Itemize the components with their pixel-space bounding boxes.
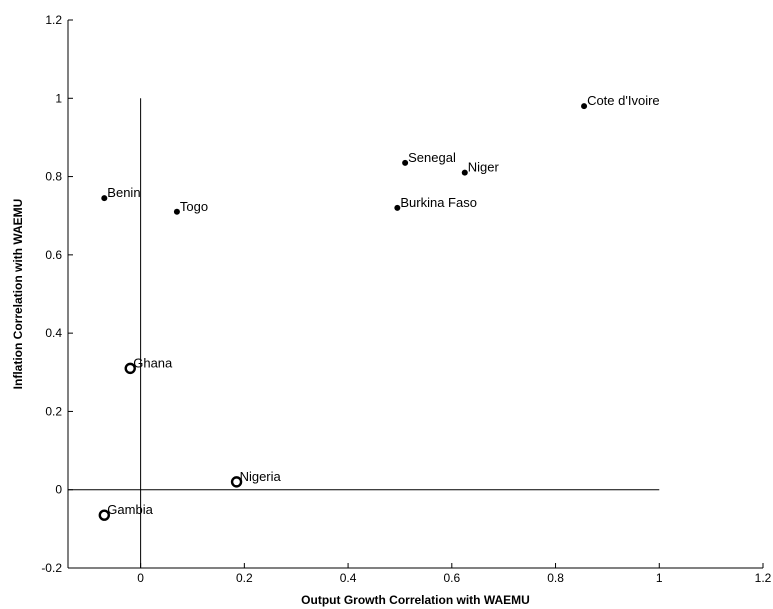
filled-dot-point: [402, 159, 409, 166]
y-tick-label: 0.6: [45, 248, 62, 262]
y-axis-title: Inflation Correlation with WAEMU: [11, 199, 25, 390]
y-tick-label: 1.2: [45, 13, 62, 27]
y-tick-label: 0.8: [45, 170, 62, 184]
open-circle-point: [124, 362, 136, 375]
point-label: Nigeria: [240, 469, 282, 484]
x-tick-label: 0.6: [443, 571, 460, 585]
filled-dot-point: [173, 208, 180, 215]
filled-dot-point: [394, 204, 401, 211]
point-label: Cote d'Ivoire: [587, 93, 660, 108]
reference-lines: [68, 98, 660, 568]
open-circle-point: [230, 476, 243, 488]
y-tick-label: -0.2: [41, 561, 62, 575]
x-tick-label: 0.4: [340, 571, 357, 585]
y-tick-label: 1: [55, 91, 62, 105]
y-tick-label: 0: [55, 483, 62, 497]
open-circle-point: [98, 509, 111, 521]
x-tick-label: 0: [137, 571, 144, 585]
point-label: Benin: [107, 185, 140, 200]
x-axis-title: Output Growth Correlation with WAEMU: [301, 593, 530, 607]
y-tick-label: 0.4: [45, 326, 62, 340]
point-label: Senegal: [408, 150, 456, 165]
y-tick-label: 0.2: [45, 404, 62, 418]
x-tick-label: 0.2: [236, 571, 253, 585]
point-label: Niger: [468, 160, 500, 175]
filled-dot-point: [461, 169, 468, 176]
filled-dot-point: [581, 103, 588, 110]
point-label: Burkina Faso: [400, 195, 477, 210]
point-label: Gambia: [107, 502, 153, 517]
point-label: Togo: [180, 199, 208, 214]
x-ticks: 0 0.2 0.4 0.6 0.8 1 1.2: [137, 563, 772, 585]
point-label: Ghana: [133, 355, 173, 370]
y-ticks: -0.2 0 0.2 0.4 0.6 0.8 1 1.2: [41, 13, 73, 575]
x-tick-label: 0.8: [547, 571, 564, 585]
filled-dot-point: [101, 195, 108, 202]
x-tick-label: 1.2: [755, 571, 772, 585]
axes: [67, 20, 763, 569]
data-points: Benin Togo Senegal Niger Burkina Faso Cote d'…: [98, 93, 660, 521]
x-tick-label: 1: [656, 571, 663, 585]
